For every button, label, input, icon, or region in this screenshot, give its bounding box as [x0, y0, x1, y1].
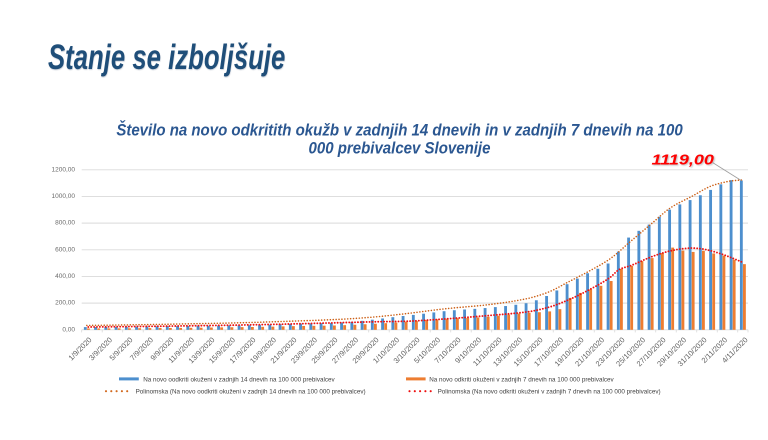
svg-text:1119,00: 1119,00 [652, 152, 714, 168]
svg-text:400,00: 400,00 [55, 273, 75, 280]
svg-text:0,00: 0,00 [62, 326, 75, 333]
svg-text:600,00: 600,00 [55, 246, 75, 253]
svg-text:Na novo oodkriti okuženi v zad: Na novo oodkriti okuženi v zadnjih 14 dn… [143, 376, 335, 383]
svg-text:1200,00: 1200,00 [52, 166, 76, 173]
svg-text:Na novo odkriti okuženi v zadn: Na novo odkriti okuženi v zadnjih 7 dnev… [429, 376, 614, 383]
svg-text:Polinomska (Na novo odkriti ok: Polinomska (Na novo odkriti okuženi v za… [438, 389, 661, 396]
svg-text:200,00: 200,00 [55, 300, 75, 307]
svg-text:000 prebivalcev Slovenije: 000 prebivalcev Slovenije [309, 139, 491, 158]
svg-text:800,00: 800,00 [55, 220, 75, 227]
svg-text:Polinomska (Na novo oodkriti o: Polinomska (Na novo oodkriti okuženi v z… [136, 389, 366, 396]
svg-text:1000,00: 1000,00 [52, 193, 76, 200]
svg-text:Število na novo odkritith okuž: Število na novo odkritith okužb v zadnji… [116, 120, 682, 140]
